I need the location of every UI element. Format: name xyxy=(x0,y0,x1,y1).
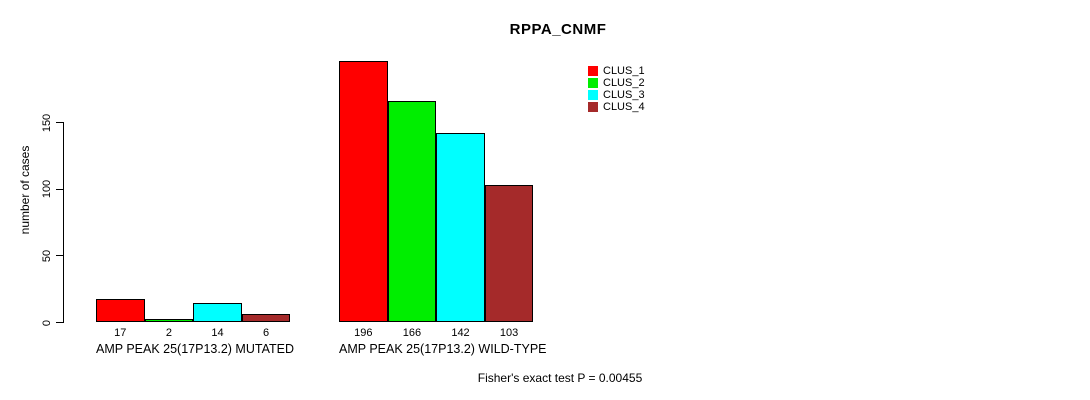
legend-item-clus_2: CLUS_2 xyxy=(588,77,668,89)
legend-label: CLUS_2 xyxy=(603,77,645,89)
bar-value-label: 17 xyxy=(114,327,127,339)
bar-value-label: 196 xyxy=(354,327,373,339)
group-label-wild-type: AMP PEAK 25(17P13.2) WILD-TYPE xyxy=(339,342,547,356)
bar-clus_1-group0 xyxy=(96,299,145,322)
legend-label: CLUS_4 xyxy=(603,101,645,113)
legend-swatch xyxy=(588,102,598,112)
footer-annotation: Fisher's exact test P = 0.00455 xyxy=(477,371,643,385)
legend-swatch xyxy=(588,90,598,100)
chart-title: RPPA_CNMF xyxy=(509,21,607,38)
y-tick xyxy=(56,255,63,257)
bar-clus_2-group1 xyxy=(387,100,437,322)
y-tick-label: 150 xyxy=(41,113,53,132)
bar-clus_3-group0 xyxy=(193,303,242,322)
y-tick-label: 0 xyxy=(41,319,53,326)
legend-label: CLUS_3 xyxy=(603,89,645,101)
y-tick-label: 100 xyxy=(41,179,53,199)
y-tick xyxy=(56,122,63,123)
y-axis-label: number of cases xyxy=(18,145,32,235)
bar-clus_2-group0 xyxy=(144,319,194,322)
legend-swatch xyxy=(588,66,598,76)
bar-clus_1-group1 xyxy=(339,60,388,322)
legend-item-clus_4: CLUS_4 xyxy=(588,101,668,113)
y-tick xyxy=(56,188,63,190)
bar-value-label: 14 xyxy=(211,327,224,339)
legend-item-clus_1: CLUS_1 xyxy=(588,65,668,77)
bar-value-label: 6 xyxy=(263,327,270,339)
group-label-mutated: AMP PEAK 25(17P13.2) MUTATED xyxy=(96,342,294,356)
legend-item-clus_3: CLUS_3 xyxy=(588,89,668,101)
bar-value-label: 166 xyxy=(402,327,422,339)
bar-value-label: 103 xyxy=(499,327,519,339)
legend-swatch xyxy=(588,78,598,88)
y-axis-line xyxy=(63,122,64,323)
legend-label: CLUS_1 xyxy=(603,65,645,77)
y-tick-label: 50 xyxy=(41,249,53,262)
bar-clus_4-group0 xyxy=(241,314,291,322)
bar-value-label: 2 xyxy=(165,327,172,339)
bar-value-label: 142 xyxy=(451,327,470,339)
y-tick xyxy=(56,322,63,323)
bar-clus_3-group1 xyxy=(436,132,485,322)
bar-clus_4-group1 xyxy=(484,184,534,322)
